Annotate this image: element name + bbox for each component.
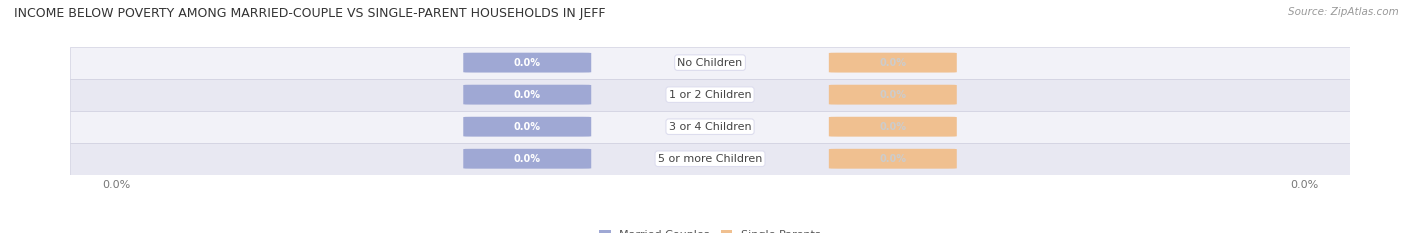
Bar [70,111,1350,143]
Text: 0.0%: 0.0% [513,154,541,164]
Text: INCOME BELOW POVERTY AMONG MARRIED-COUPLE VS SINGLE-PARENT HOUSEHOLDS IN JEFF: INCOME BELOW POVERTY AMONG MARRIED-COUPL… [14,7,606,20]
Text: 0.0%: 0.0% [879,122,907,132]
FancyBboxPatch shape [830,85,956,105]
FancyBboxPatch shape [463,117,591,137]
Text: 0.0%: 0.0% [513,122,541,132]
Text: 0.0%: 0.0% [879,90,907,100]
FancyBboxPatch shape [830,117,956,137]
FancyBboxPatch shape [463,85,591,105]
Bar [70,47,1350,79]
Legend: Married Couples, Single Parents: Married Couples, Single Parents [599,230,821,233]
FancyBboxPatch shape [463,53,591,72]
FancyBboxPatch shape [463,149,591,169]
Text: 0.0%: 0.0% [879,58,907,68]
Text: Source: ZipAtlas.com: Source: ZipAtlas.com [1288,7,1399,17]
Text: 5 or more Children: 5 or more Children [658,154,762,164]
Text: 0.0%: 0.0% [879,154,907,164]
FancyBboxPatch shape [830,149,956,169]
Bar [70,79,1350,111]
FancyBboxPatch shape [830,53,956,72]
Text: 1 or 2 Children: 1 or 2 Children [669,90,751,100]
Text: No Children: No Children [678,58,742,68]
Text: 0.0%: 0.0% [513,58,541,68]
Text: 3 or 4 Children: 3 or 4 Children [669,122,751,132]
Text: 0.0%: 0.0% [513,90,541,100]
Bar [70,143,1350,175]
